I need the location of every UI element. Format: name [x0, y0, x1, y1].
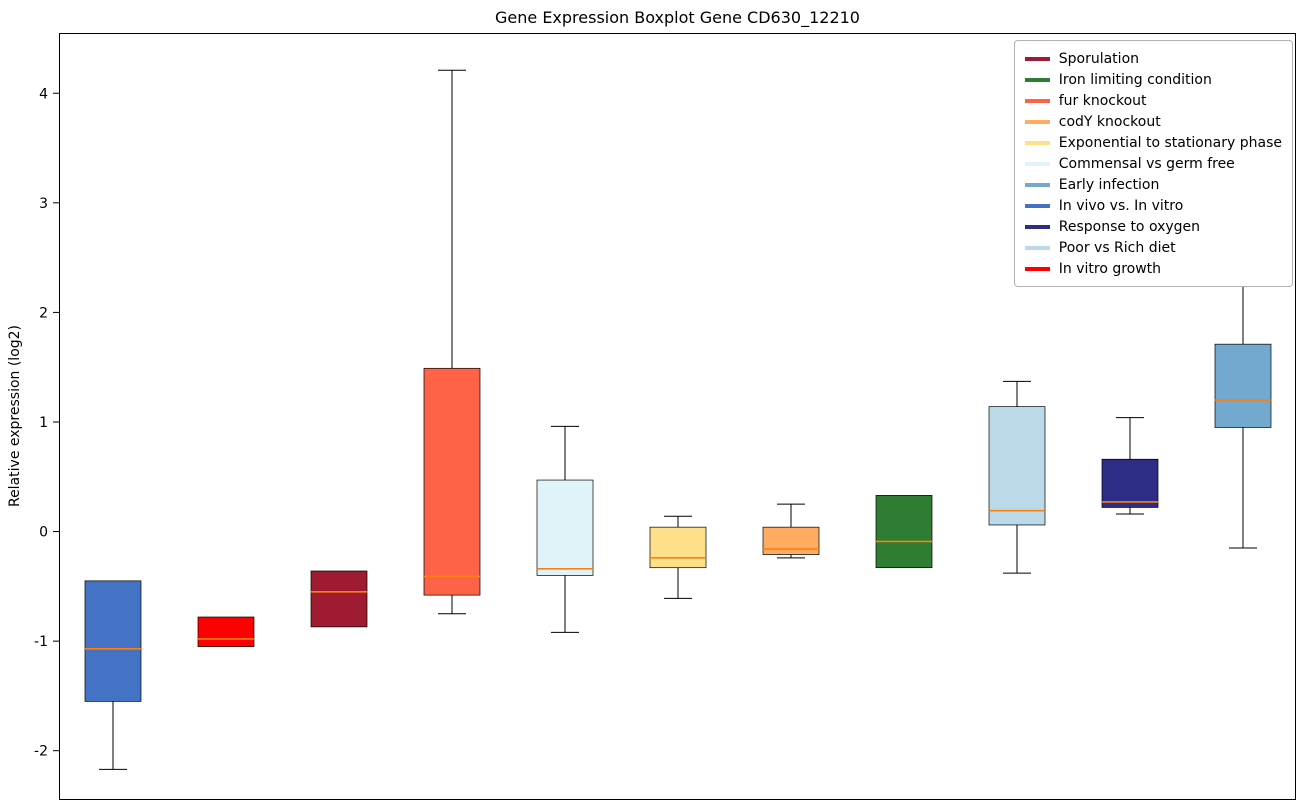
- box-response-to-oxygen: [1101, 458, 1159, 508]
- legend-item: Poor vs Rich diet: [1024, 237, 1282, 258]
- legend-label: Iron limiting condition: [1058, 71, 1212, 88]
- chart-title: Gene Expression Boxplot Gene CD630_12210: [495, 8, 860, 27]
- legend: Sporulation Iron limiting condition fur kn…: [1013, 40, 1293, 287]
- legend-item: Sporulation: [1024, 48, 1282, 69]
- box-iron-limiting-condition: [875, 495, 933, 569]
- plot-frame: [59, 33, 1296, 800]
- legend-label: Sporulation: [1058, 50, 1140, 67]
- legend-swatch: [1024, 140, 1050, 145]
- box-early-infection: [1214, 343, 1272, 428]
- box-cody-knockout: [762, 526, 820, 555]
- legend-item: codY knockout: [1024, 111, 1282, 132]
- box-exponential-to-stationary-phase: [649, 526, 707, 569]
- y-tick-label: 1: [39, 415, 48, 431]
- box-sporulation: [310, 570, 368, 628]
- legend-swatch: [1024, 56, 1050, 61]
- legend-swatch: [1024, 119, 1050, 124]
- legend-label: fur knockout: [1058, 92, 1147, 109]
- legend-item: Iron limiting condition: [1024, 69, 1282, 90]
- legend-swatch: [1024, 161, 1050, 166]
- legend-item: Exponential to stationary phase: [1024, 132, 1282, 153]
- legend-swatch: [1024, 224, 1050, 229]
- legend-swatch: [1024, 182, 1050, 187]
- legend-label: Response to oxygen: [1058, 218, 1201, 235]
- legend-swatch: [1024, 266, 1050, 271]
- legend-swatch: [1024, 77, 1050, 82]
- box-in-vivo-vs-in-vitro: [84, 580, 142, 702]
- y-tick-label: 2: [39, 305, 48, 321]
- legend-label: Exponential to stationary phase: [1058, 134, 1282, 151]
- box-in-vitro-growth: [197, 616, 255, 647]
- legend-item: In vivo vs. In vitro: [1024, 195, 1282, 216]
- y-tick-label: 4: [39, 86, 48, 102]
- box-poor-vs-rich-diet: [988, 406, 1046, 526]
- legend-item: Response to oxygen: [1024, 216, 1282, 237]
- legend-label: In vivo vs. In vitro: [1058, 197, 1184, 214]
- legend-swatch: [1024, 98, 1050, 103]
- box-commensal-vs-germ-free: [536, 479, 594, 576]
- legend-swatch: [1024, 203, 1050, 208]
- y-tick-label: -1: [34, 634, 48, 650]
- legend-item: Early infection: [1024, 174, 1282, 195]
- legend-label: In vitro growth: [1058, 260, 1162, 277]
- legend-label: Commensal vs germ free: [1058, 155, 1235, 172]
- legend-item: fur knockout: [1024, 90, 1282, 111]
- box-fur-knockout: [423, 367, 481, 596]
- y-tick-label: -2: [34, 744, 48, 760]
- legend-item: Commensal vs germ free: [1024, 153, 1282, 174]
- y-tick-label: 3: [39, 196, 48, 212]
- y-tick-label: 0: [39, 525, 48, 541]
- legend-label: Poor vs Rich diet: [1058, 239, 1176, 256]
- legend-label: Early infection: [1058, 176, 1160, 193]
- legend-item: In vitro growth: [1024, 258, 1282, 279]
- legend-swatch: [1024, 245, 1050, 250]
- legend-label: codY knockout: [1058, 113, 1161, 130]
